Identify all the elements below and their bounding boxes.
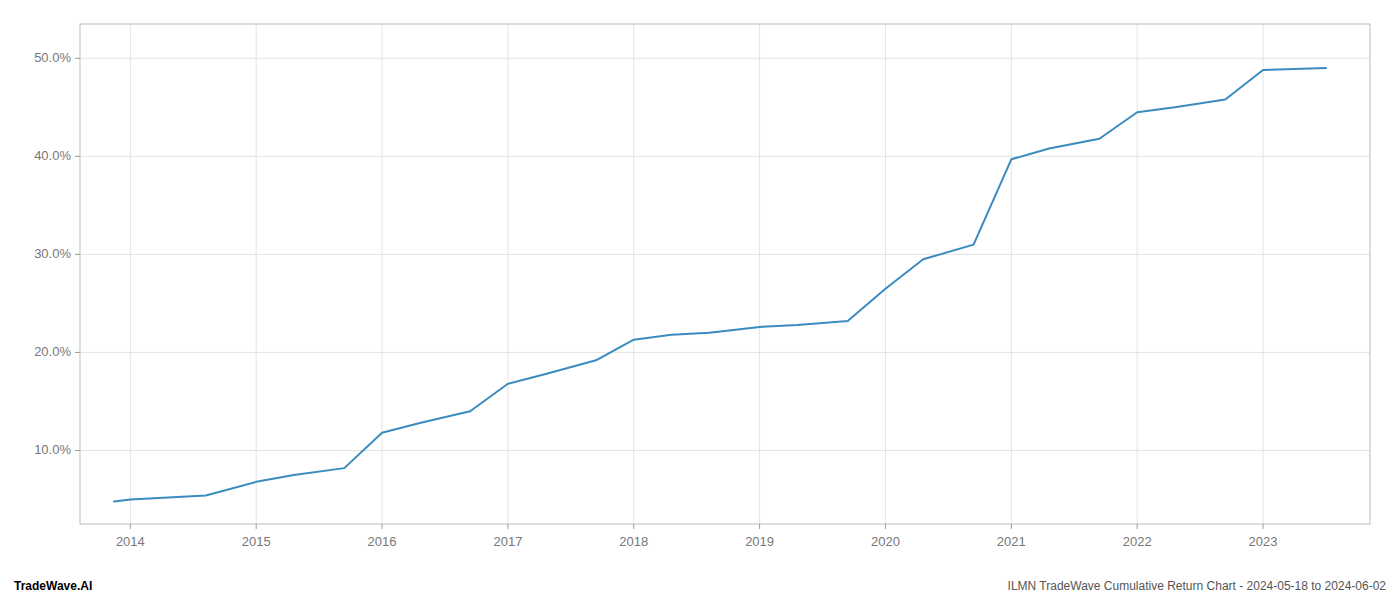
y-grid-line: [80, 352, 1370, 353]
x-tick-label: 2021: [997, 534, 1026, 549]
x-tick: [382, 524, 383, 529]
x-grid-line: [507, 24, 508, 524]
x-tick: [256, 524, 257, 529]
x-tick-label: 2019: [745, 534, 774, 549]
plot-frame: [80, 24, 1370, 524]
y-tick-label: 40.0%: [34, 148, 71, 163]
x-grid-line: [256, 24, 257, 524]
x-tick-label: 2022: [1123, 534, 1152, 549]
y-tick: [75, 352, 80, 353]
page: {"chart_data": { "type": "line", "x": [2…: [0, 0, 1400, 600]
x-grid-line: [382, 24, 383, 524]
x-tick-label: 2015: [242, 534, 271, 549]
x-tick: [1011, 524, 1012, 529]
y-grid-line: [80, 254, 1370, 255]
x-tick-label: 2023: [1249, 534, 1278, 549]
y-tick-label: 30.0%: [34, 246, 71, 261]
x-tick-label: 2016: [368, 534, 397, 549]
x-tick: [759, 524, 760, 529]
x-tick: [633, 524, 634, 529]
y-tick-label: 10.0%: [34, 442, 71, 457]
x-tick: [1263, 524, 1264, 529]
y-tick-label: 50.0%: [34, 50, 71, 65]
annotations: TradeWave.AI ILMN TradeWave Cumulative Re…: [14, 579, 1386, 593]
x-tick-label: 2014: [116, 534, 145, 549]
brand-text: TradeWave.AI: [14, 579, 92, 593]
y-grid-line: [80, 156, 1370, 157]
x-tick: [507, 524, 508, 529]
x-grid-line: [130, 24, 131, 524]
x-tick-label: 2020: [871, 534, 900, 549]
y-tick-label: 20.0%: [34, 344, 71, 359]
x-tick: [130, 524, 131, 529]
x-grid-line: [1137, 24, 1138, 524]
x-grid-line: [633, 24, 634, 524]
y-tick: [75, 156, 80, 157]
data-area: [114, 68, 1326, 501]
y-grid-line: [80, 58, 1370, 59]
data-line: [114, 68, 1326, 501]
caption-text: ILMN TradeWave Cumulative Return Chart -…: [1008, 579, 1387, 593]
y-tick: [75, 58, 80, 59]
y-grid-line: [80, 450, 1370, 451]
axes: 10.0% 20.0% 30.0% 40.0% 50.0% 2014 2015 2016 201…: [34, 50, 1277, 549]
y-tick: [75, 450, 80, 451]
x-grid-line: [759, 24, 760, 524]
x-grid-line: [1263, 24, 1264, 524]
y-tick: [75, 254, 80, 255]
x-tick: [1137, 524, 1138, 529]
x-grid-line: [885, 24, 886, 524]
grid: [80, 24, 1370, 524]
x-tick-label: 2018: [619, 534, 648, 549]
chart: 10.0% 20.0% 30.0% 40.0% 50.0% 2014 2015 2016 201…: [0, 0, 1400, 600]
x-grid-line: [1011, 24, 1012, 524]
x-tick: [885, 524, 886, 529]
x-tick-label: 2017: [493, 534, 522, 549]
